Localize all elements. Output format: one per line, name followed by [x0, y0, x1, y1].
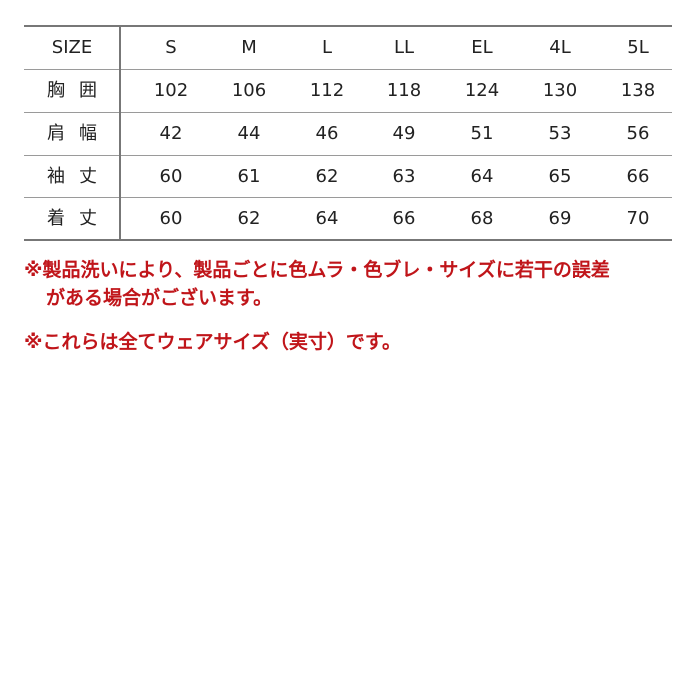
- table-cell: 49: [392, 123, 416, 144]
- table-cell: 42: [159, 123, 183, 144]
- table-cell: 138: [620, 80, 656, 101]
- table-cell: 53: [548, 123, 572, 144]
- table-cell: 51: [470, 123, 494, 144]
- note-line: がある場合がございます。: [46, 287, 273, 309]
- table-bottom-border: [24, 239, 672, 241]
- size-header-4l: 4L: [549, 37, 571, 58]
- row-divider: [24, 197, 672, 198]
- note-line: ※製品洗いにより、製品ごとに色ムラ・色ブレ・サイズに若干の誤差: [24, 259, 610, 281]
- table-cell: 68: [470, 208, 494, 229]
- size-header-el: EL: [471, 37, 493, 58]
- table-cell: 69: [548, 208, 572, 229]
- table-cell: 61: [237, 166, 261, 187]
- table-cell: 66: [626, 166, 650, 187]
- size-header-label: SIZE: [51, 37, 93, 58]
- table-cell: 112: [309, 80, 345, 101]
- size-header-m: M: [241, 37, 257, 58]
- table-cell: 60: [159, 208, 183, 229]
- row-label: 着丈: [47, 208, 111, 229]
- table-cell: 64: [315, 208, 339, 229]
- table-cell: 60: [159, 166, 183, 187]
- size-header-l: L: [321, 37, 333, 58]
- size-header-s: S: [165, 37, 177, 58]
- table-cell: 66: [392, 208, 416, 229]
- table-cell: 44: [237, 123, 261, 144]
- row-label: 袖丈: [47, 166, 111, 187]
- note-actual-size: ※これらは全てウェアサイズ（実寸）です。: [24, 331, 402, 353]
- table-cell: 64: [470, 166, 494, 187]
- table-top-border: [24, 25, 672, 27]
- table-cell: 70: [626, 208, 650, 229]
- table-cell: 130: [542, 80, 578, 101]
- table-cell: 106: [231, 80, 267, 101]
- row-divider: [24, 69, 672, 70]
- row-divider: [24, 112, 672, 113]
- size-header-5l: 5L: [627, 37, 649, 58]
- table-cell: 63: [392, 166, 416, 187]
- table-cell: 46: [315, 123, 339, 144]
- table-cell: 118: [386, 80, 422, 101]
- row-divider: [24, 155, 672, 156]
- table-cell: 124: [464, 80, 500, 101]
- row-label: 胸囲: [47, 80, 111, 101]
- column-divider: [119, 26, 121, 240]
- table-cell: 62: [237, 208, 261, 229]
- table-cell: 56: [626, 123, 650, 144]
- row-label: 肩幅: [47, 123, 111, 144]
- size-header-ll: LL: [393, 37, 415, 58]
- note-wash-variation: ※製品洗いにより、製品ごとに色ムラ・色ブレ・サイズに若干の誤差 がある場合がござ…: [24, 256, 610, 312]
- table-cell: 65: [548, 166, 572, 187]
- table-cell: 62: [315, 166, 339, 187]
- table-cell: 102: [153, 80, 189, 101]
